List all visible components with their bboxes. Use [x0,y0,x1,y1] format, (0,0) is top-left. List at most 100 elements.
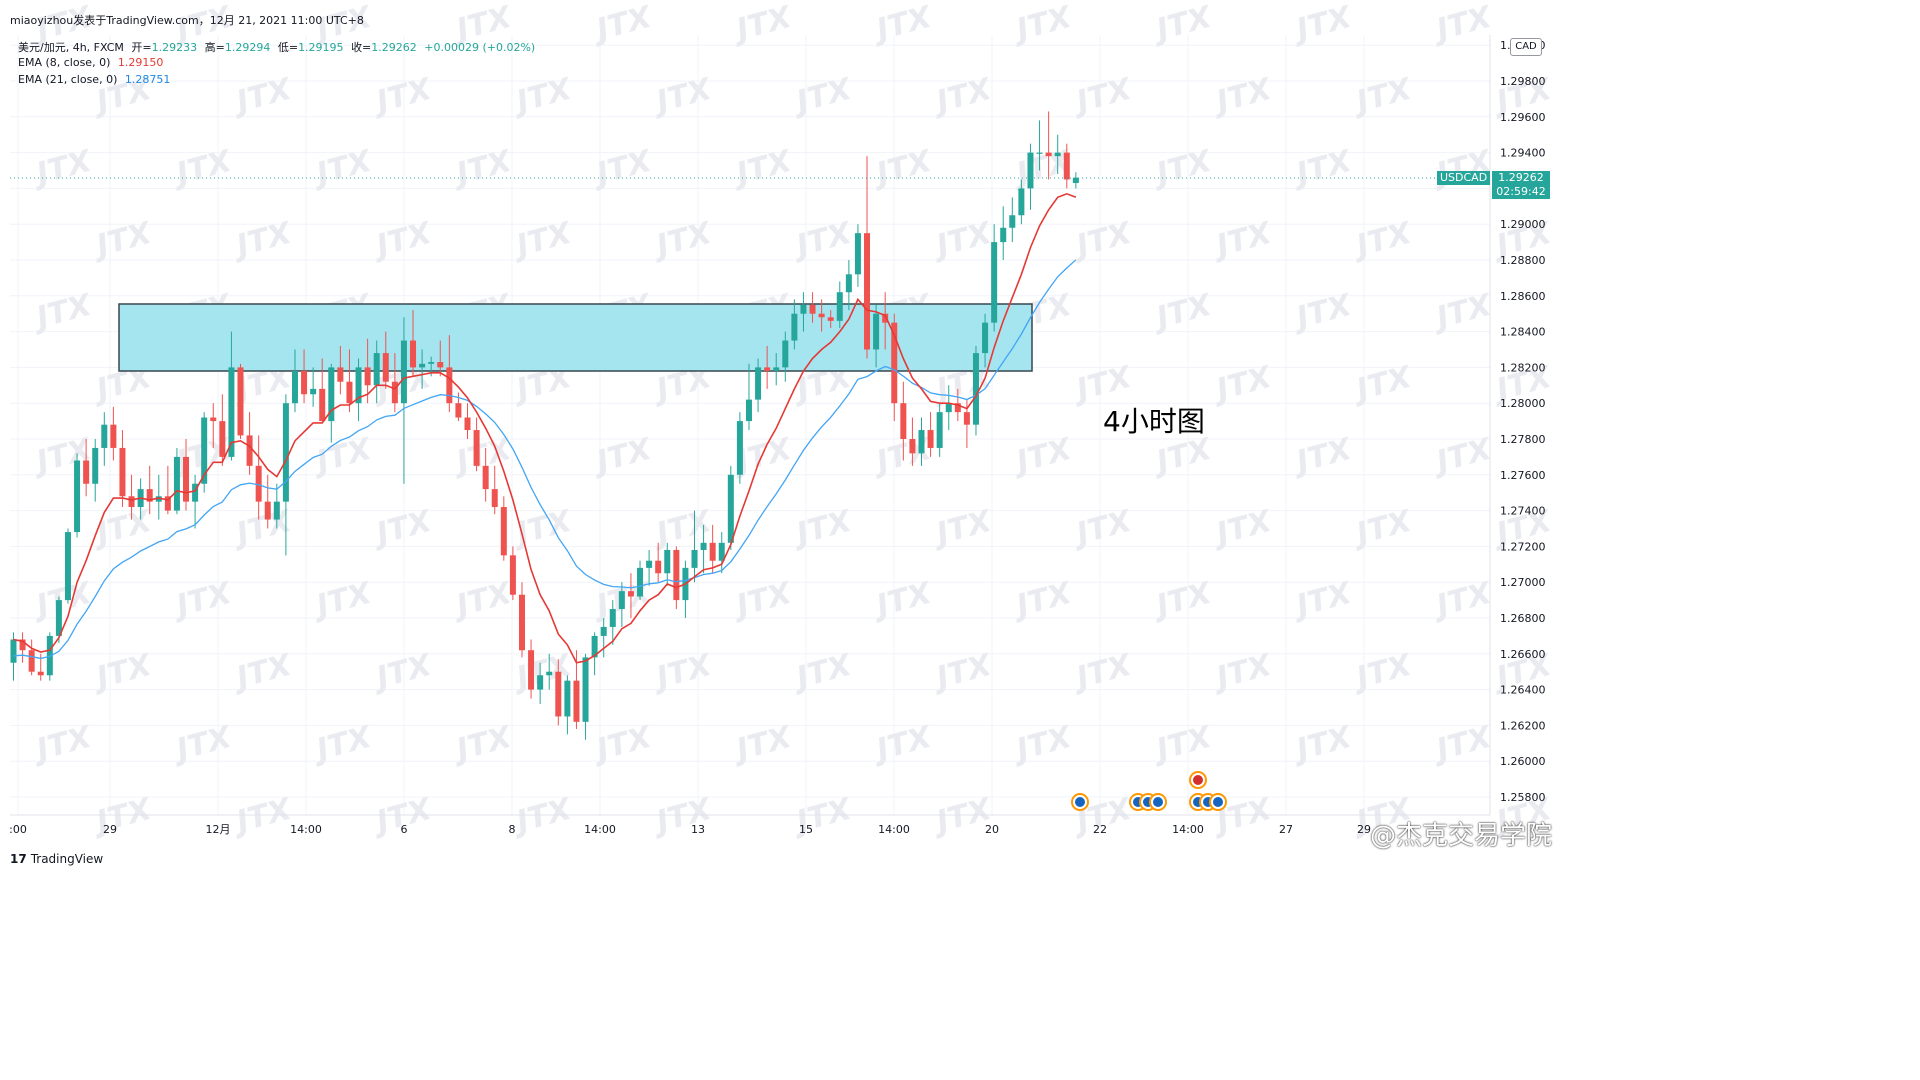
candle-body [1063,152,1070,180]
close-value: 1.29262 [371,41,417,54]
event-flag-fill [1213,797,1223,807]
high-label: 高= [204,41,225,54]
time-tick-label: 14:00 [290,823,322,836]
candle-body [28,650,35,672]
candle-body [573,680,580,722]
watermark-text: JTX [168,143,237,193]
watermark-text: JTX [368,215,437,265]
watermark-text: JTX [368,71,437,121]
event-flag-fill [1193,775,1203,785]
candle-body [927,430,934,448]
candle-body [1045,152,1052,157]
candle-body [1009,215,1016,228]
event-flag-fill [1075,797,1085,807]
candle-body [46,635,53,676]
watermark-text: JTX [1148,287,1217,337]
candle-body [627,591,634,597]
ema21-line [13,259,1077,660]
candle-body [1054,152,1061,157]
tradingview-logo[interactable]: 17 TradingView [10,852,103,866]
candle-body [273,501,280,520]
price-tick-label: 1.26000 [1500,755,1546,768]
time-tick-label: 29 [1357,823,1371,836]
candle-body [818,313,825,318]
price-tick-label: 1.26400 [1500,684,1546,697]
price-tick-label: 1.28200 [1500,361,1546,374]
candle-body [1018,188,1025,216]
candle-body [646,560,653,568]
candle-body [410,340,417,368]
candle-body [246,435,253,466]
candle-body [891,322,898,404]
candle-body [255,465,262,502]
tradingview-logo-icon: 17 [10,852,27,866]
candle-body [119,447,126,497]
candle-body [310,388,317,395]
price-tick-label: 1.27800 [1500,433,1546,446]
price-axis[interactable]: 1.25800 1.26000 1.26200 1.26400 1.26600 1.268… [1500,39,1546,804]
candle-body [991,242,998,323]
last-price-tag: 1.29262 02:59:42 [1492,171,1550,199]
ema21-value: 1.28751 [124,73,171,86]
candle-body [419,363,426,368]
time-axis[interactable]: :00 29 12月 14:00 6 8 14:00 13 15 14:00 20 22 14:00 27… [9,823,1371,836]
candle-body [546,671,553,676]
candle-body [446,367,453,404]
candle-body [201,417,208,484]
candle-body [664,549,671,574]
candle-body [755,367,762,400]
publisher-line: miaoyizhou发表于TradingView.com，12月 21, 202… [10,14,364,27]
candle-body [864,233,871,350]
candle-body [364,367,371,386]
candle-body [909,439,916,454]
ema21-legend[interactable]: EMA (21, close, 0) 1.28751 [18,73,174,86]
watermark-text: JTX [508,71,577,121]
event-flag-fill [1153,797,1163,807]
watermark-text: JTX [1288,287,1357,337]
candle-body [773,367,780,371]
high-value: 1.29294 [224,41,271,54]
watermark-text: JTX [88,215,157,265]
candle-body [637,567,644,597]
timeframe-annotation: 4小时图 [1103,405,1205,438]
candle-body [382,353,389,382]
watermark-text: JTX [1348,215,1417,265]
ema8-value: 1.29150 [117,56,164,69]
watermark-text: JTX [1428,0,1497,49]
symbol-name[interactable]: 美元/加元, 4h, FXCM [18,41,124,54]
price-tick-label: 1.26200 [1500,719,1546,732]
currency-button[interactable]: CAD [1510,38,1542,56]
watermark-text: JTX [1348,71,1417,121]
price-tick-label: 1.29000 [1500,218,1546,231]
candle-body [1072,177,1079,184]
candle-body [19,639,26,651]
candle-body [782,340,789,368]
support-resistance-zone[interactable] [118,303,1033,372]
candle-body [146,489,153,502]
price-tick-label: 1.29400 [1500,147,1546,160]
candle-body [655,560,662,574]
candle-body [854,233,861,275]
watermark-text: JTX [228,791,297,841]
candle-body [473,430,480,466]
economic-events[interactable] [1071,771,1227,811]
candle-body [301,370,308,395]
watermark-text: JTX [508,215,577,265]
open-label: 开= [131,41,152,54]
price-tick-label: 1.28600 [1500,290,1546,303]
ema8-legend[interactable]: EMA (8, close, 0) 1.29150 [18,56,167,69]
time-tick-label: 27 [1279,823,1293,836]
candle-body [219,421,226,457]
candle-body [764,367,771,371]
time-tick-label: 12月 [206,823,231,836]
open-value: 1.29233 [151,41,198,54]
time-tick-label: 20 [985,823,999,836]
watermark-text: JTX [928,71,997,121]
candle-body [346,381,353,404]
watermark-text: JTX [448,143,517,193]
candle-body [328,367,335,422]
candle-body [900,403,907,439]
time-tick-label: 14:00 [878,823,910,836]
candle-body [101,424,108,448]
